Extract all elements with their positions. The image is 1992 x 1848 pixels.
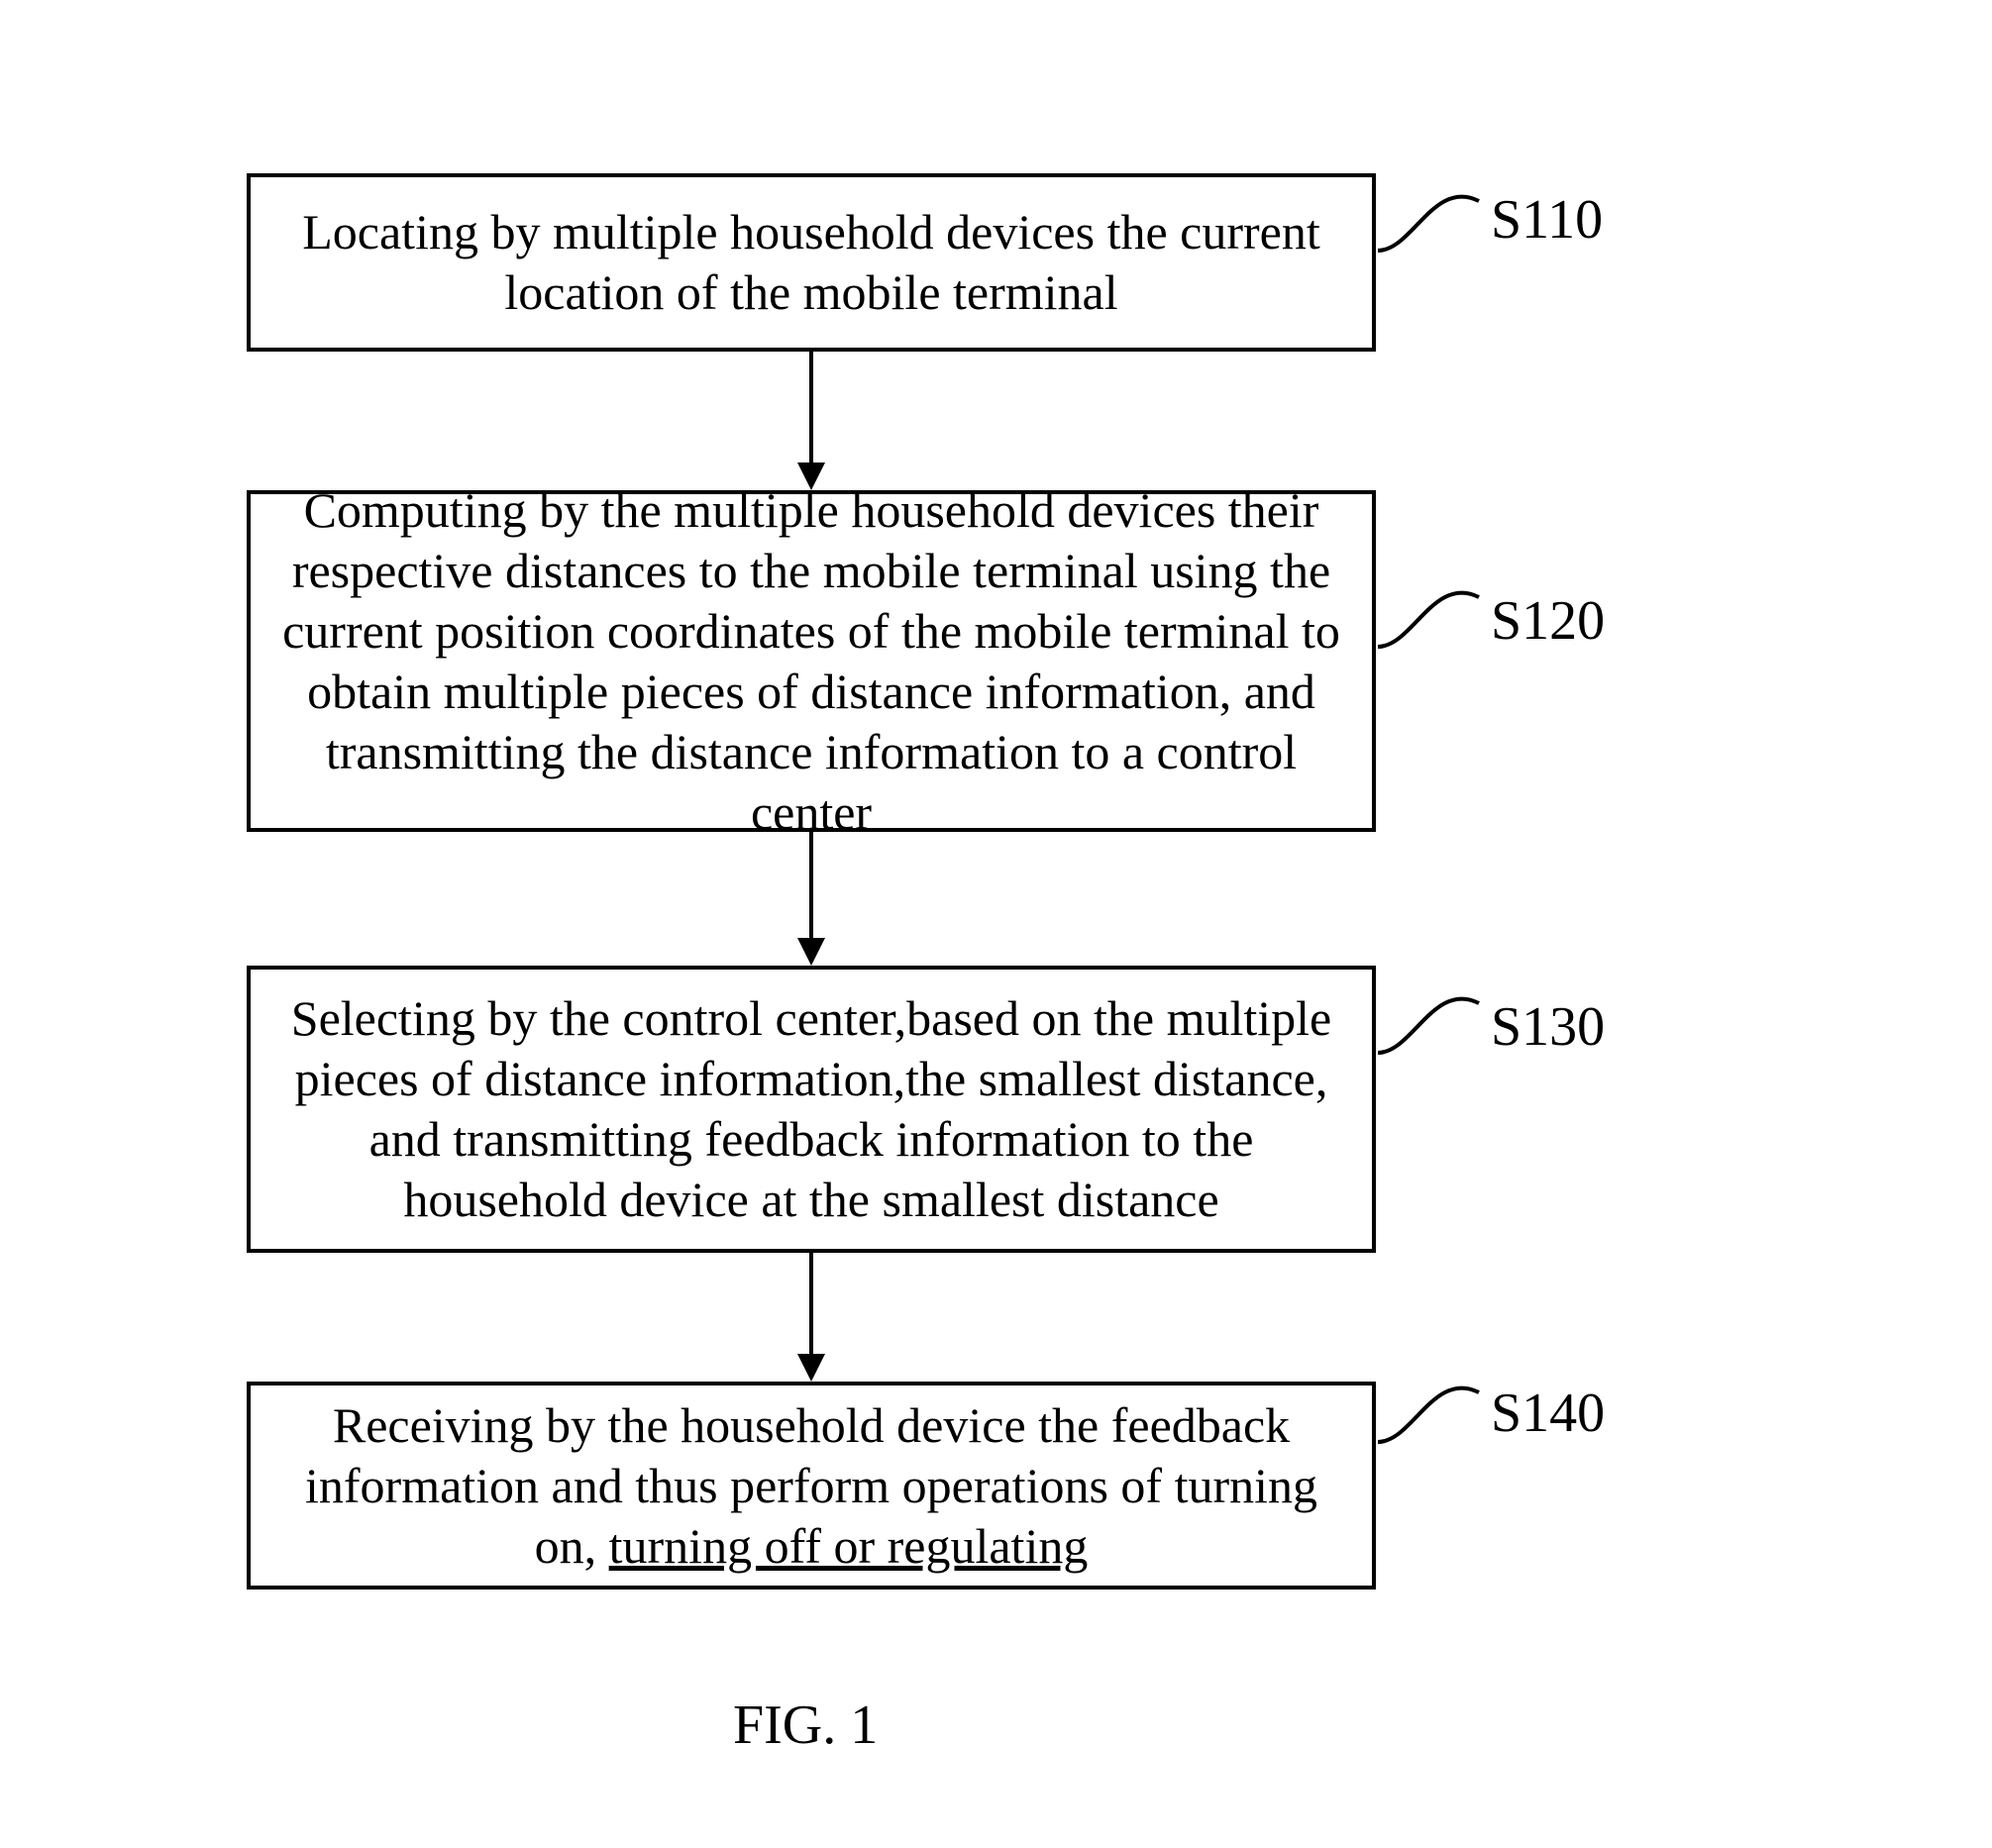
flow-arrow: [782, 832, 841, 966]
flow-step-text: Receiving by the household device the fe…: [270, 1395, 1352, 1577]
figure-caption: FIG. 1: [733, 1694, 878, 1757]
flow-step-s130: Selecting by the control center,based on…: [247, 966, 1376, 1253]
label-connector: [1376, 569, 1481, 668]
label-connector: [1376, 1365, 1481, 1464]
flow-step-text: Locating by multiple household devices t…: [270, 202, 1352, 323]
label-connector: [1376, 173, 1481, 272]
flow-step-s120: Computing by the multiple household devi…: [247, 490, 1376, 832]
flow-step-s110: Locating by multiple household devices t…: [247, 173, 1376, 352]
step-label-s120: S120: [1491, 589, 1605, 653]
step-label-s140: S140: [1491, 1382, 1605, 1445]
flowchart-canvas: Locating by multiple household devices t…: [0, 0, 1992, 1848]
flow-arrow: [782, 1253, 841, 1382]
flow-step-text: Computing by the multiple household devi…: [270, 480, 1352, 843]
flow-arrow: [782, 352, 841, 490]
flow-step-text: Selecting by the control center,based on…: [270, 988, 1352, 1230]
step-label-s130: S130: [1491, 995, 1605, 1059]
label-connector: [1376, 975, 1481, 1075]
step-label-s110: S110: [1491, 188, 1603, 252]
flow-step-s140: Receiving by the household device the fe…: [247, 1382, 1376, 1590]
